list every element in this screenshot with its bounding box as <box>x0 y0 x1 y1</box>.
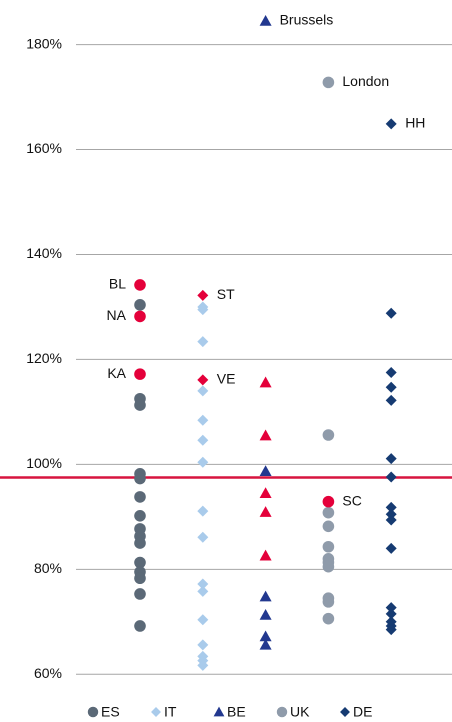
marker <box>134 537 146 549</box>
marker <box>197 414 209 426</box>
legend-marker <box>213 706 225 717</box>
marker <box>385 624 397 636</box>
marker <box>197 639 209 651</box>
marker <box>134 299 146 311</box>
marker <box>134 310 146 323</box>
marker <box>259 506 272 517</box>
marker <box>134 279 146 291</box>
marker <box>322 612 335 625</box>
marker <box>385 367 397 379</box>
marker <box>197 505 209 517</box>
marker <box>259 608 272 620</box>
marker <box>134 572 146 585</box>
point-label: VE <box>217 371 236 387</box>
marker <box>259 549 272 561</box>
point-label: SC <box>342 492 361 508</box>
legend-label: DE <box>353 704 372 720</box>
marker <box>259 429 272 441</box>
marker <box>134 491 146 503</box>
point-label: Brussels <box>280 12 334 28</box>
marker <box>197 336 209 348</box>
marker <box>259 487 272 499</box>
marker <box>322 506 335 519</box>
point-label: KA <box>107 365 126 381</box>
marker <box>322 429 335 441</box>
marker <box>385 381 397 393</box>
marker <box>134 588 146 600</box>
marker <box>259 638 272 650</box>
y-tick-label: 100% <box>26 455 62 471</box>
marker <box>197 289 209 301</box>
marker <box>259 376 272 388</box>
y-tick-label: 80% <box>34 560 62 576</box>
legend-label: ES <box>101 704 120 720</box>
point-label: London <box>342 73 389 89</box>
marker <box>385 118 397 130</box>
point-label: ST <box>217 286 235 302</box>
marker <box>385 514 397 526</box>
marker <box>385 608 397 620</box>
marker <box>322 596 335 608</box>
legend-marker <box>340 707 350 717</box>
marker <box>385 307 397 319</box>
marker <box>197 614 209 626</box>
marker <box>259 14 272 26</box>
y-tick-label: 120% <box>26 350 62 366</box>
point-label: NA <box>107 307 127 323</box>
marker <box>197 385 209 397</box>
marker <box>259 590 272 602</box>
marker <box>322 520 335 533</box>
marker <box>322 495 335 508</box>
marker <box>134 472 146 485</box>
marker <box>197 585 209 597</box>
legend-label: UK <box>290 704 310 720</box>
legend-marker <box>151 707 161 717</box>
marker <box>322 540 335 553</box>
y-tick-label: 160% <box>26 140 62 156</box>
marker <box>197 659 209 671</box>
y-tick-label: 180% <box>26 35 62 51</box>
marker <box>385 471 397 483</box>
marker <box>385 453 397 465</box>
marker <box>197 434 209 446</box>
marker <box>134 556 146 569</box>
marker <box>197 374 209 386</box>
marker <box>197 456 209 468</box>
marker <box>322 76 335 89</box>
marker <box>134 509 146 522</box>
legend-label: BE <box>227 704 246 720</box>
marker <box>385 602 397 614</box>
marker <box>385 508 397 520</box>
marker <box>134 620 146 632</box>
marker <box>259 630 272 642</box>
legend-marker <box>276 706 288 718</box>
point-label: BL <box>109 276 126 292</box>
legend-label: IT <box>164 704 177 720</box>
y-tick-label: 140% <box>26 245 62 261</box>
y-tick-label: 60% <box>34 665 62 681</box>
marker <box>385 542 397 554</box>
marker <box>385 394 397 406</box>
legend-marker <box>87 706 99 718</box>
marker <box>197 304 209 316</box>
marker <box>385 501 397 513</box>
marker <box>197 578 209 590</box>
marker <box>134 368 146 380</box>
marker <box>134 399 146 411</box>
marker <box>197 531 209 543</box>
marker <box>322 560 335 573</box>
point-label: HH <box>405 115 425 131</box>
marker <box>259 465 272 476</box>
